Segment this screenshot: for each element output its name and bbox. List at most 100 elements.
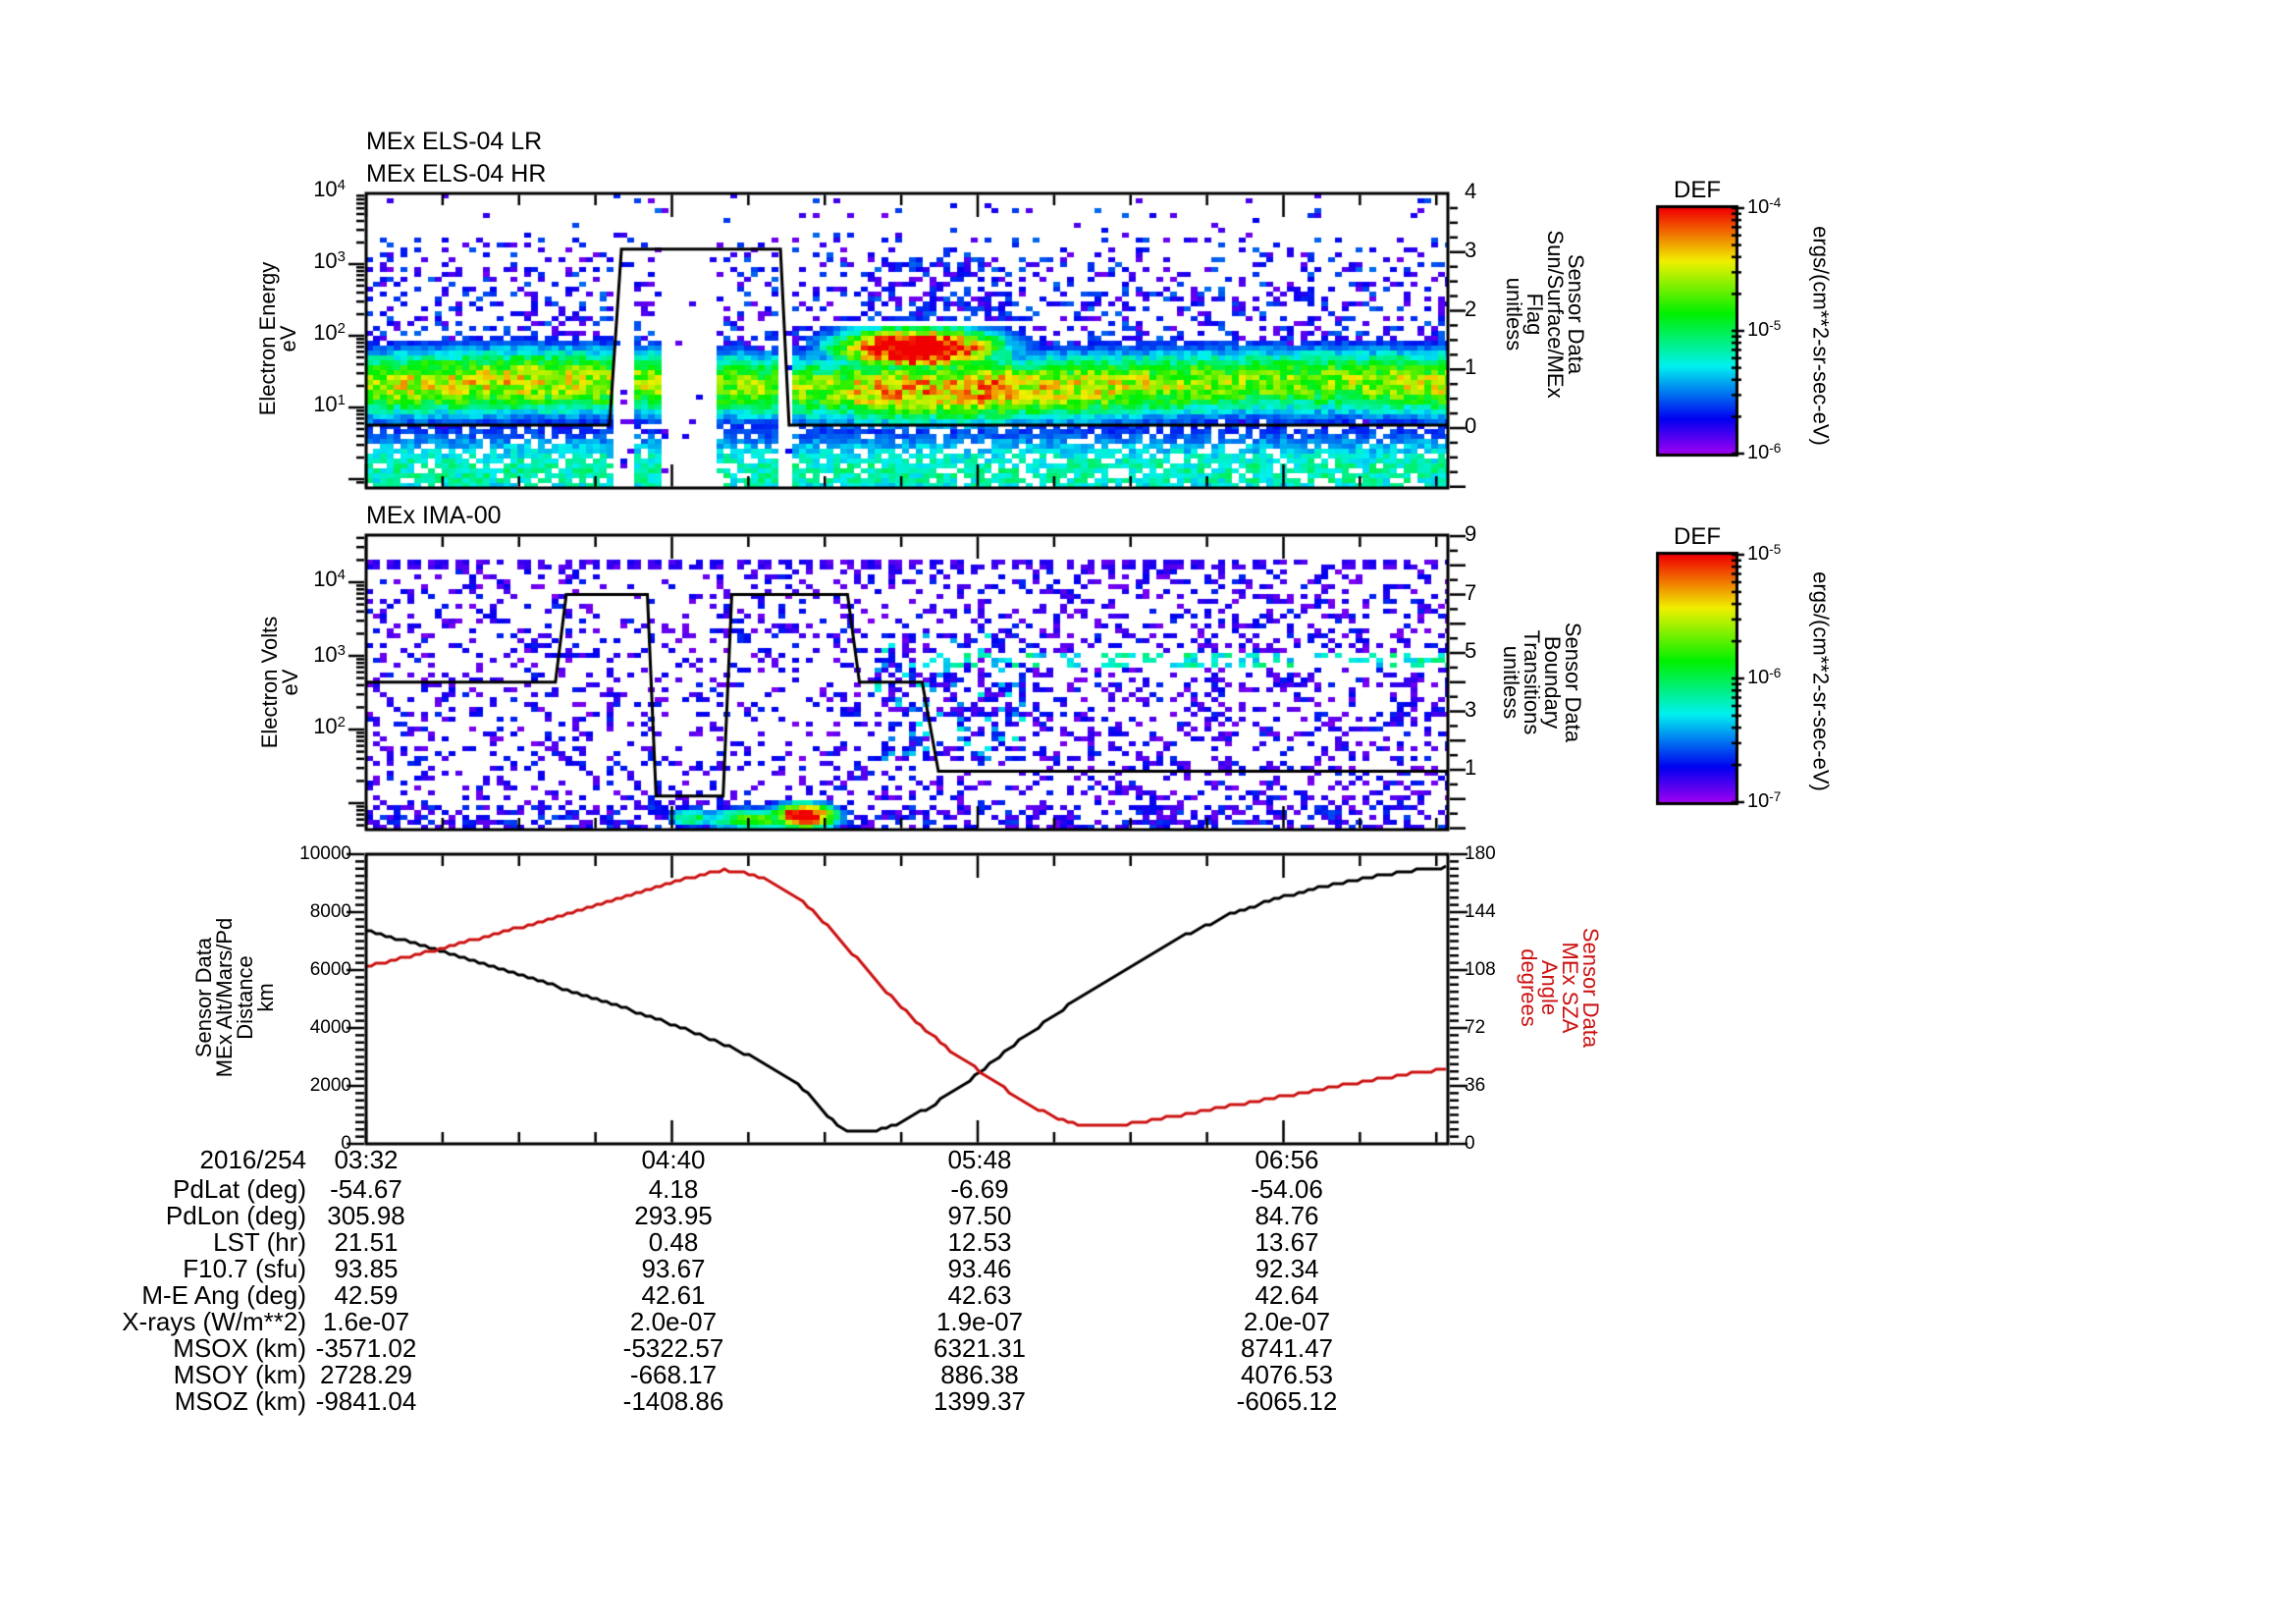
pow-exp: 2 bbox=[337, 320, 346, 338]
pow-base: 10 bbox=[313, 248, 338, 273]
time-tick-label: 06:56 bbox=[1255, 1145, 1319, 1174]
cell-value: 42.59 bbox=[334, 1280, 399, 1310]
row-label: PdLon (deg) bbox=[165, 1201, 306, 1230]
ima-bt-tick: 5 bbox=[1465, 638, 1477, 664]
pow-exp: 1 bbox=[337, 392, 346, 409]
cell-value: 8741.47 bbox=[1241, 1333, 1333, 1363]
alt-tick: 0 bbox=[341, 1133, 351, 1154]
cell-value: 84.76 bbox=[1255, 1201, 1319, 1230]
ima-bt-tick: 7 bbox=[1465, 579, 1477, 605]
els-ytick: 102 bbox=[238, 320, 346, 345]
cell-value: 12.53 bbox=[947, 1227, 1012, 1257]
cell-value: -668.17 bbox=[629, 1360, 718, 1389]
cell-value: 93.85 bbox=[334, 1254, 399, 1283]
cb2-tick: 10-7 bbox=[1747, 788, 1782, 811]
cell-value: 93.46 bbox=[947, 1254, 1012, 1283]
cell-value: -6.69 bbox=[950, 1174, 1009, 1204]
ima-right-label: Sensor Data Boundary Transitions unitles… bbox=[1499, 622, 1585, 743]
els-title: MEx ELS-04 LR MEx ELS-04 HR bbox=[366, 128, 547, 188]
sza-tick: 180 bbox=[1465, 843, 1496, 864]
pow-exp: -7 bbox=[1769, 788, 1782, 804]
alt-tick: 8000 bbox=[309, 901, 351, 922]
els-flag-tick: 2 bbox=[1465, 296, 1477, 321]
sza-tick: 108 bbox=[1465, 959, 1496, 980]
els-flag-tick: 0 bbox=[1465, 413, 1477, 438]
row-label: LST (hr) bbox=[213, 1227, 306, 1257]
pow-base: 10 bbox=[1747, 442, 1770, 463]
row-label: MSOY (km) bbox=[173, 1360, 306, 1389]
cell-value: 2728.29 bbox=[320, 1360, 412, 1389]
cb1-tick: 10-4 bbox=[1747, 194, 1782, 218]
pow-exp: 2 bbox=[337, 714, 346, 731]
cell-value: 42.61 bbox=[641, 1280, 706, 1310]
pow-base: 10 bbox=[313, 177, 338, 201]
pow-exp: -6 bbox=[1769, 440, 1782, 456]
cell-value: 886.38 bbox=[940, 1360, 1019, 1389]
row-label: F10.7 (sfu) bbox=[183, 1254, 306, 1283]
cell-value: 1.6e-07 bbox=[322, 1307, 410, 1336]
els-flag-tick: 3 bbox=[1465, 237, 1477, 262]
ima-bt-tick: 9 bbox=[1465, 521, 1477, 547]
pow-base: 10 bbox=[313, 320, 338, 345]
alt-tick: 4000 bbox=[309, 1017, 351, 1038]
cb2-tick: 10-5 bbox=[1747, 541, 1782, 564]
ima-bt-tick: 1 bbox=[1465, 755, 1477, 781]
cell-value: 21.51 bbox=[334, 1227, 399, 1257]
alt-tick: 2000 bbox=[309, 1075, 351, 1096]
time-tick-label: 05:48 bbox=[947, 1145, 1012, 1174]
cell-value: 4076.53 bbox=[1241, 1360, 1333, 1389]
cell-value: 293.95 bbox=[634, 1201, 713, 1230]
pow-exp: 4 bbox=[337, 567, 346, 584]
els-flag-tick: 4 bbox=[1465, 179, 1477, 203]
sza-tick: 144 bbox=[1465, 901, 1496, 922]
row-label: MSOX (km) bbox=[173, 1333, 306, 1363]
pow-exp: -5 bbox=[1769, 317, 1782, 333]
ima-ytick: 103 bbox=[238, 642, 346, 667]
sza-tick: 72 bbox=[1465, 1017, 1486, 1038]
els-flag-tick: 1 bbox=[1465, 354, 1477, 380]
pow-exp: 4 bbox=[337, 177, 346, 194]
cell-value: 2.0e-07 bbox=[629, 1307, 718, 1336]
els-ytick: 103 bbox=[238, 248, 346, 273]
cell-value: 93.67 bbox=[641, 1254, 706, 1283]
alt-tick: 6000 bbox=[309, 959, 351, 980]
colorbar1-unit: ergs/(cm**2-sr-sec-eV) bbox=[1808, 226, 1834, 446]
sza-right-label: Sensor Data MEx SZA Angle degrees bbox=[1517, 927, 1603, 1049]
cb1-tick: 10-6 bbox=[1747, 440, 1782, 463]
pow-exp: -6 bbox=[1769, 665, 1782, 680]
pow-base: 10 bbox=[313, 392, 338, 416]
pow-base: 10 bbox=[313, 642, 338, 667]
colorbar2-title: DEF bbox=[1674, 523, 1721, 550]
alt-ylabel: Sensor Data MEx Alt/Mars/Pd Distance km bbox=[191, 917, 278, 1078]
cell-value: 0.48 bbox=[648, 1227, 699, 1257]
alt-tick: 10000 bbox=[299, 843, 351, 864]
cell-value: -1408.86 bbox=[622, 1386, 724, 1416]
cell-value: 42.63 bbox=[947, 1280, 1012, 1310]
sza-tick: 36 bbox=[1465, 1075, 1486, 1096]
cell-value: -54.06 bbox=[1251, 1174, 1323, 1204]
time-tick-label: 04:40 bbox=[641, 1145, 706, 1174]
sza-tick: 0 bbox=[1465, 1133, 1475, 1154]
pow-exp: 3 bbox=[337, 642, 346, 660]
pow-base: 10 bbox=[1747, 196, 1770, 218]
els-ytick: 101 bbox=[238, 392, 346, 416]
cell-value: -5322.57 bbox=[622, 1333, 724, 1363]
pow-exp: -5 bbox=[1769, 541, 1782, 557]
colorbar2-unit: ergs/(cm**2-sr-sec-eV) bbox=[1808, 571, 1834, 791]
pow-exp: -4 bbox=[1769, 194, 1782, 210]
cell-value: 305.98 bbox=[327, 1201, 405, 1230]
row-label: X-rays (W/m**2) bbox=[122, 1307, 306, 1336]
cell-value: 42.64 bbox=[1255, 1280, 1319, 1310]
row-label: M-E Ang (deg) bbox=[141, 1280, 306, 1310]
pow-base: 10 bbox=[313, 714, 338, 738]
ima-bt-tick: 3 bbox=[1465, 696, 1477, 722]
cell-value: 4.18 bbox=[648, 1174, 699, 1204]
cell-value: 13.67 bbox=[1255, 1227, 1319, 1257]
cell-value: 6321.31 bbox=[934, 1333, 1026, 1363]
pow-base: 10 bbox=[1747, 667, 1770, 688]
ima-title: MEx IMA-00 bbox=[366, 502, 502, 529]
cell-value: -3571.02 bbox=[315, 1333, 417, 1363]
els-ytick: 104 bbox=[238, 177, 346, 201]
